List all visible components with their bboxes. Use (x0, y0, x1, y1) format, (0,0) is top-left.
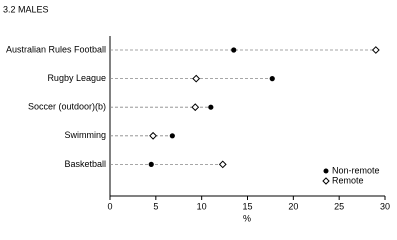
x-tick-label: 15 (242, 201, 252, 211)
non-remote-marker (169, 133, 175, 139)
legend-marker (323, 168, 329, 174)
chart-title: 3.2 MALES (3, 4, 49, 14)
non-remote-marker (269, 76, 275, 82)
x-tick-label: 25 (334, 201, 344, 211)
y-tick-label: Basketball (64, 159, 106, 169)
non-remote-marker (148, 161, 154, 167)
remote-marker (149, 131, 157, 140)
y-tick-label: Soccer (outdoor)(b) (28, 102, 106, 112)
y-tick-label: Swimming (64, 130, 106, 140)
chart: 3.2 MALES % 0 5 10 15 20 25 30 Australian Rules… (3, 4, 390, 223)
legend-label: Non-remote (332, 165, 380, 175)
x-axis-label: % (243, 213, 251, 223)
legend-marker (322, 177, 330, 185)
x-tick-label: 10 (197, 201, 207, 211)
non-remote-marker (208, 104, 214, 110)
x-tick-label: 0 (107, 201, 112, 211)
y-tick-label: Rugby League (47, 73, 106, 83)
remote-marker (218, 160, 227, 169)
legend-label: Remote (332, 175, 364, 185)
non-remote-marker (231, 47, 237, 53)
x-tick-label: 30 (380, 201, 390, 211)
x-tick-label: 5 (153, 201, 158, 211)
remote-marker (191, 103, 200, 112)
x-tick-label: 20 (288, 201, 298, 211)
y-tick-label: Australian Rules Football (6, 44, 106, 54)
remote-marker (192, 74, 201, 83)
remote-marker (371, 46, 380, 54)
